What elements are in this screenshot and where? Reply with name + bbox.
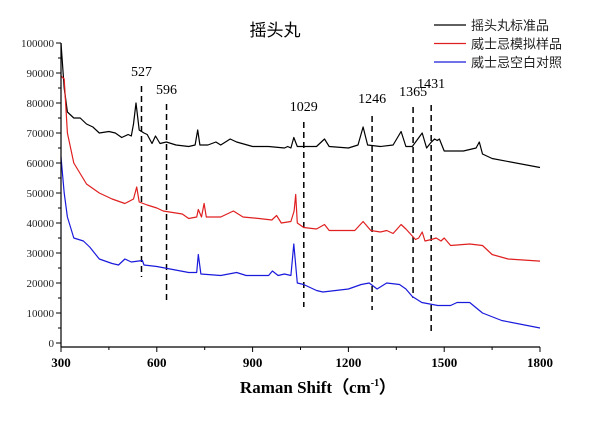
legend-label: 威士忌模拟样品 bbox=[471, 37, 562, 52]
x-tick-label: 600 bbox=[147, 355, 167, 370]
x-tick-label: 300 bbox=[51, 355, 71, 370]
y-tick-label: 100000 bbox=[21, 38, 55, 50]
series-line-2 bbox=[60, 75, 541, 262]
series-line-3 bbox=[60, 156, 541, 329]
y-tick-label: 50000 bbox=[27, 188, 55, 200]
peak-label: 1029 bbox=[290, 100, 318, 115]
y-tick-label: 80000 bbox=[27, 98, 55, 110]
y-tick-label: 70000 bbox=[27, 128, 55, 140]
y-tick-label: 90000 bbox=[27, 68, 55, 80]
chart-title: 摇头丸 bbox=[250, 21, 301, 40]
x-tick-label: 1200 bbox=[335, 355, 361, 370]
peak-label: 1365 bbox=[399, 85, 427, 100]
x-tick-label: 900 bbox=[243, 355, 263, 370]
y-tick-label: 0 bbox=[49, 338, 55, 350]
y-tick-label: 30000 bbox=[27, 248, 55, 260]
legend-label: 威士忌空白对照 bbox=[471, 55, 562, 70]
peak-label: 596 bbox=[156, 83, 177, 98]
y-tick-label: 10000 bbox=[27, 308, 55, 320]
y-tick-label: 40000 bbox=[27, 218, 55, 230]
peak-label: 527 bbox=[131, 65, 152, 80]
series-lines bbox=[60, 42, 541, 329]
peak-label: 1246 bbox=[358, 92, 386, 107]
axes: 0 10000 20000 30000 40000 50000 60000 70000 8000… bbox=[21, 38, 553, 370]
y-tick-label: 60000 bbox=[27, 158, 55, 170]
series-line-1 bbox=[60, 42, 541, 169]
y-tick-label: 20000 bbox=[27, 278, 55, 290]
x-tick-label: 1800 bbox=[527, 355, 553, 370]
peak-label: 1431 bbox=[417, 77, 445, 92]
x-tick-label: 1500 bbox=[431, 355, 457, 370]
x-axis-label: Raman Shift（cm-1） bbox=[240, 377, 396, 397]
legend-label: 摇头丸标准品 bbox=[471, 18, 549, 33]
